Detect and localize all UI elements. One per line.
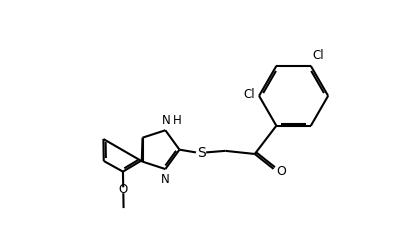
- Text: N: N: [161, 173, 170, 186]
- Text: Cl: Cl: [244, 88, 255, 101]
- Text: Cl: Cl: [313, 49, 324, 62]
- Text: N: N: [162, 114, 171, 127]
- Text: O: O: [118, 183, 128, 196]
- Text: H: H: [173, 114, 181, 127]
- Text: O: O: [276, 165, 286, 178]
- Text: S: S: [197, 146, 205, 160]
